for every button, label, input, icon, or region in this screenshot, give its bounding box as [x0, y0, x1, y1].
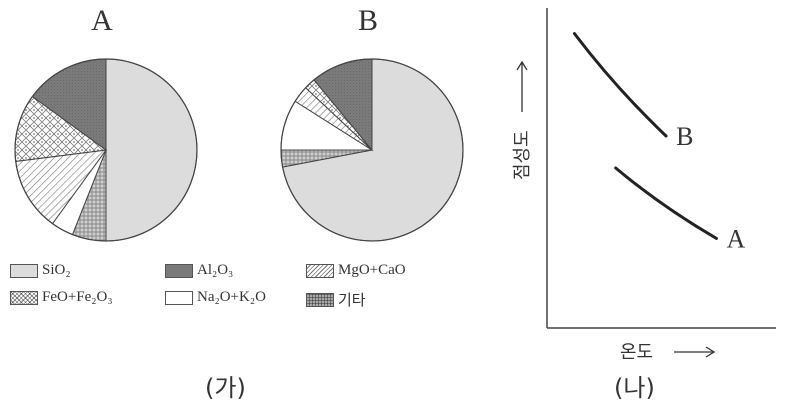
legend-item-na2o: Na₂O+K₂O: [165, 289, 266, 306]
legend-item-sio2: SiO₂: [10, 262, 71, 279]
y-axis-arrow: [516, 60, 528, 112]
legend-label-sio2: SiO₂: [42, 262, 71, 278]
x-axis-label: 온도: [620, 342, 716, 362]
legend-item-feo: FeO+Fe₂O₃: [10, 289, 113, 306]
legend-item-mgo: MgO+CaO: [306, 262, 406, 279]
legend-item-etc: 기타: [306, 289, 366, 310]
pie-a-outline: [14, 58, 198, 242]
legend-label-mgo: MgO+CaO: [338, 262, 406, 278]
pie-b-outline: [280, 58, 464, 242]
caption-left: (가): [205, 374, 246, 402]
pie-chart-b: [280, 58, 464, 242]
legend-label-feo: FeO+Fe₂O₃: [42, 289, 113, 305]
x-axis-label-text: 온도: [620, 342, 653, 362]
legend-swatch-etc: [306, 292, 334, 307]
pie-a-title: A: [91, 4, 113, 37]
y-axis-label-text: 점성도: [512, 130, 532, 180]
series-label-b: B: [676, 122, 693, 151]
legend-swatch-mgo: [306, 263, 334, 278]
pie-b-title: B: [357, 4, 378, 37]
viscosity-line-chart: 점성도 온도 B A: [512, 8, 776, 362]
legend-swatch-feo: [10, 290, 38, 305]
x-axis-arrow: [674, 346, 716, 358]
pie-a-slice-sio2: [105, 58, 198, 242]
pie-chart-a: [14, 58, 198, 242]
legend-swatch-na2o: [165, 290, 193, 305]
caption-right: (나): [614, 374, 655, 402]
legend-label-etc: 기타: [338, 293, 366, 309]
series-line-b: [572, 32, 668, 138]
legend-swatch-sio2: [10, 263, 38, 278]
series-line-a: [614, 166, 718, 240]
legend-swatch-al2o3: [165, 263, 193, 278]
legend-label-na2o: Na₂O+K₂O: [197, 289, 266, 305]
series-label-a: A: [726, 224, 745, 253]
y-axis-label: 점성도: [512, 60, 532, 180]
legend-item-al2o3: Al₂O₃: [165, 262, 233, 279]
legend-label-al2o3: Al₂O₃: [197, 262, 234, 278]
